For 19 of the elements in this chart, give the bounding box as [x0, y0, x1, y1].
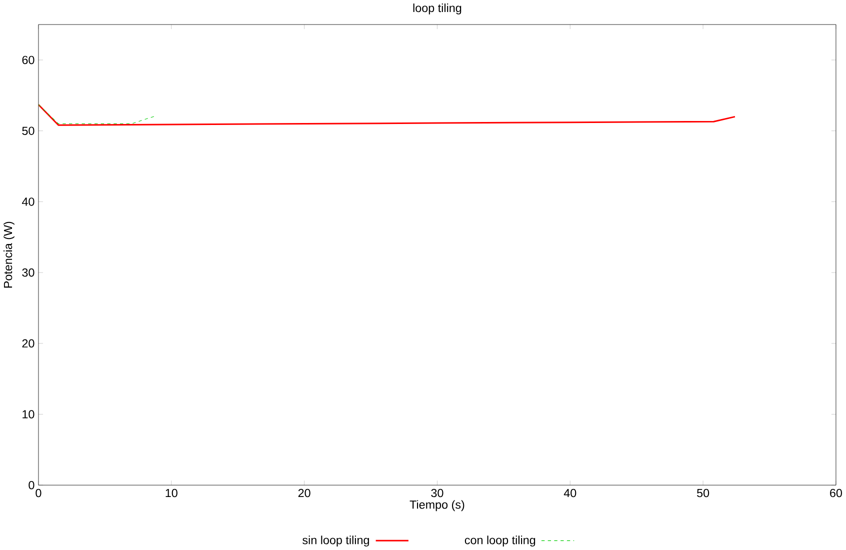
- y-tick-label: 60: [22, 56, 34, 64]
- x-tick-label: 20: [298, 488, 310, 498]
- legend-label: con loop tiling: [464, 536, 536, 547]
- x-tick-label: 30: [431, 488, 444, 498]
- x-tick-label: 40: [564, 488, 576, 498]
- y-axis-title: Potencia (W): [4, 222, 14, 288]
- y-tick-label: 10: [22, 410, 34, 418]
- x-tick-label: 0: [36, 488, 42, 498]
- legend-label: sin loop tiling: [302, 536, 369, 547]
- chart-title: loop tiling: [413, 4, 462, 14]
- x-axis-title: Tiempo (s): [410, 500, 464, 512]
- y-tick-label: 50: [22, 126, 34, 135]
- y-tick-label: 40: [22, 198, 34, 206]
- y-tick-label: 0: [28, 481, 34, 490]
- x-tick-label: 60: [830, 488, 842, 498]
- y-tick-label: 30: [22, 268, 34, 277]
- x-tick-label: 10: [166, 488, 178, 498]
- x-tick-label: 50: [697, 488, 710, 498]
- y-tick-label: 20: [22, 339, 34, 348]
